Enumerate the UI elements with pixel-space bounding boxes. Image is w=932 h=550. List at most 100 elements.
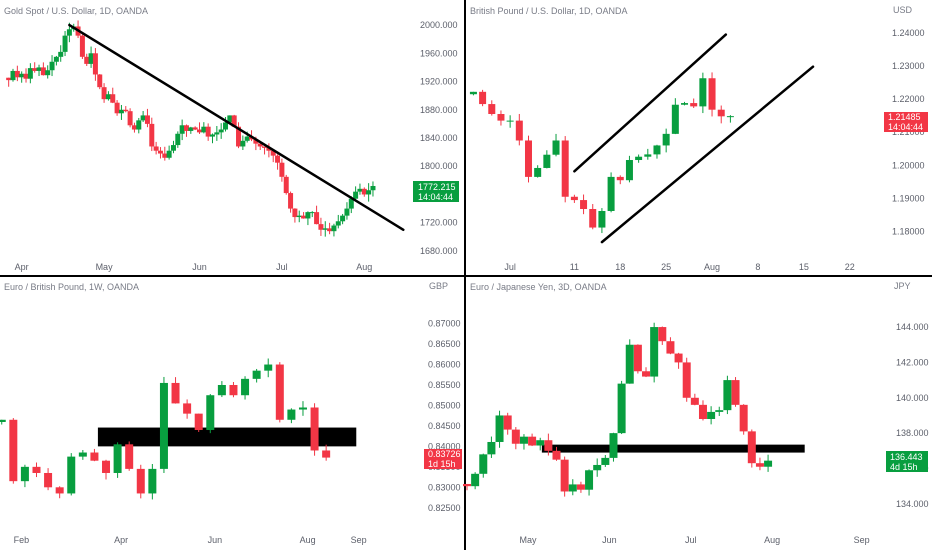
candle (194, 413, 203, 432)
candle-body (188, 127, 194, 131)
gold-x-tick: May (96, 262, 114, 272)
candle-body (353, 191, 359, 199)
candle (617, 380, 626, 435)
gbpusd-x-tick: 8 (755, 262, 760, 272)
gold-time-axis[interactable]: Apr May Jun Jul Aug (15, 262, 373, 272)
candle-body (560, 459, 569, 492)
eurgbp-x-tick: Sep (351, 535, 367, 545)
candle (593, 458, 602, 477)
candle-body (690, 397, 699, 405)
eurgbp-time-axis[interactable]: Feb Apr Jun Aug Sep (14, 535, 367, 545)
candle (159, 376, 168, 474)
candle-body (543, 154, 551, 168)
candle (36, 64, 42, 77)
candle (506, 115, 514, 128)
candle (335, 214, 341, 229)
gbpusd-x-tick: Jul (504, 262, 516, 272)
eurjpy-time-axis[interactable]: May Jun Jul Aug Sep (520, 535, 870, 545)
candle-body (536, 440, 545, 446)
candle-body (601, 457, 610, 465)
candle (561, 136, 569, 203)
panel-gold: Gold Spot / U.S. Dollar, 1D, OANDA 2000.… (4, 6, 459, 272)
chart-title-gbpusd: British Pound / U.S. Dollar, 1D, OANDA (470, 6, 628, 16)
candle-body (662, 133, 670, 146)
candle-body (123, 109, 129, 112)
candle-body (97, 74, 103, 88)
candle-body (79, 35, 85, 57)
candle (162, 146, 168, 161)
candle-body (357, 188, 363, 192)
candle-body (149, 123, 155, 147)
candle-body (183, 403, 192, 414)
gbpusd-plot (469, 33, 815, 244)
candle-body (625, 160, 633, 181)
candle-body (609, 433, 618, 458)
candle-body (66, 29, 72, 36)
candle (90, 448, 99, 462)
candle-body (257, 143, 263, 147)
candle (144, 108, 150, 128)
candle (279, 158, 285, 182)
candle-body (534, 167, 542, 177)
candle-body (157, 150, 163, 154)
eurjpy-price-axis[interactable]: 144.000142.000140.000138.000136.000134.0… (896, 322, 929, 509)
gold-price-axis[interactable]: 2000.000 1960.000 1920.000 1880.000 1840.000… (420, 20, 458, 256)
candle-body (479, 91, 487, 105)
candle-body (488, 104, 496, 114)
candle-body (327, 228, 333, 232)
candle-body (616, 176, 624, 181)
candle-body (471, 473, 480, 487)
candle (264, 358, 273, 378)
candle-body (699, 78, 707, 107)
panel-gbpusd: British Pound / U.S. Dollar, 1D, OANDA U… (469, 5, 928, 272)
candle-body (53, 56, 59, 62)
candle (183, 399, 192, 419)
candle (192, 126, 198, 131)
candle (361, 187, 367, 197)
gbpusd-y-tick: 1.24000 (892, 28, 925, 38)
gold-x-tick: Apr (15, 262, 29, 272)
candle-body (497, 114, 505, 121)
candle-body (707, 411, 716, 419)
eurgbp-price-axis[interactable]: 0.87000 0.86500 0.86000 0.85500 0.85000 0.845… (428, 319, 461, 513)
candle (275, 362, 284, 423)
candle-body (528, 436, 537, 446)
candle (305, 211, 311, 226)
eurjpy-last-price: 136.443 (890, 452, 923, 462)
candle-body (469, 91, 477, 95)
candle (287, 408, 296, 424)
candle (309, 211, 315, 218)
gbpusd-price-axis[interactable]: 1.24000 1.23000 1.22000 1.21000 1.20000 1.190… (892, 28, 925, 237)
eurgbp-y-tick: 0.85500 (428, 380, 461, 390)
candle (671, 98, 679, 135)
candle (609, 432, 618, 462)
candle (102, 459, 111, 480)
candle (14, 65, 20, 82)
candle-body (731, 380, 740, 405)
candle (27, 63, 33, 84)
candle-body (206, 395, 215, 431)
candle-body (223, 122, 229, 130)
candle (149, 117, 155, 152)
gbpusd-time-axis[interactable]: Jul 11 18 25 Aug 8 15 22 (504, 262, 854, 272)
candle (707, 406, 716, 425)
candle (170, 140, 176, 154)
candle-body (633, 344, 642, 372)
candle-body (92, 53, 98, 75)
gbpusd-y-tick: 1.20000 (892, 160, 925, 170)
gbpusd-y-tick: 1.19000 (892, 193, 925, 203)
candle-body (708, 78, 716, 110)
eurjpy-x-tick: Aug (764, 535, 780, 545)
candle (206, 394, 215, 434)
candle-body (55, 487, 64, 494)
candle (322, 444, 331, 461)
candle-body (331, 225, 337, 232)
candle-body (179, 125, 185, 134)
eurgbp-currency: GBP (429, 281, 448, 291)
candle (201, 122, 207, 134)
candle (585, 469, 594, 496)
candle (148, 463, 157, 500)
candle-body (487, 441, 496, 455)
candle (118, 104, 124, 120)
gbpusd-trendline (600, 65, 815, 244)
